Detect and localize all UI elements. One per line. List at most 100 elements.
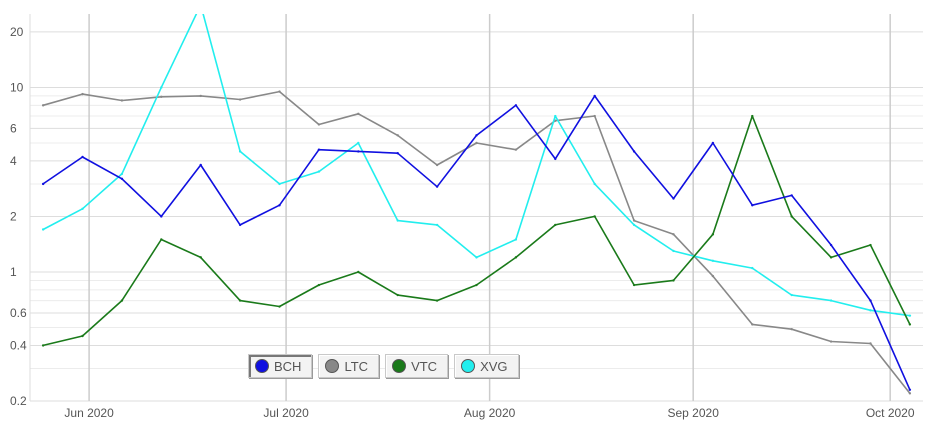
legend-item-bch[interactable]: BCH — [248, 354, 313, 378]
data-point-bch — [790, 194, 793, 197]
data-point-bch — [435, 185, 439, 188]
x-tick-label: Sep 2020 — [667, 406, 719, 420]
horizontal-gridlines — [30, 31, 923, 402]
data-point-vtc — [41, 344, 45, 347]
legend-item-xvg[interactable]: XVG — [454, 354, 519, 378]
data-point-ltc — [829, 340, 833, 343]
data-point-ltc — [593, 114, 596, 118]
data-point-bch — [81, 155, 84, 159]
data-point-bch — [120, 177, 124, 180]
data-point-xvg — [160, 86, 163, 89]
data-point-vtc — [711, 233, 715, 236]
data-point-ltc — [869, 342, 872, 345]
data-point-xvg — [475, 256, 478, 259]
plot-area-background — [30, 14, 923, 401]
xvg-color-swatch-icon — [461, 359, 476, 373]
data-point-ltc — [396, 134, 399, 137]
legend-item-ltc[interactable]: LTC — [318, 354, 380, 378]
data-point-vtc — [593, 215, 596, 218]
data-point-xvg — [357, 141, 360, 145]
data-point-bch — [869, 299, 872, 302]
data-point-bch — [199, 163, 202, 167]
data-point-xvg — [317, 170, 321, 173]
data-point-bch — [238, 223, 242, 227]
data-point-ltc — [238, 98, 242, 101]
data-point-bch — [751, 204, 754, 207]
data-point-vtc — [317, 283, 321, 287]
data-point-vtc — [908, 323, 912, 326]
data-point-ltc — [278, 90, 281, 93]
data-point-vtc — [199, 256, 202, 259]
data-point-vtc — [278, 305, 281, 308]
data-point-ltc — [120, 99, 124, 102]
y-tick-label: 6 — [10, 121, 17, 135]
y-tick-label: 4 — [10, 154, 17, 168]
y-tick-label: 0.4 — [10, 338, 27, 352]
data-point-xvg — [869, 309, 872, 312]
data-point-vtc — [869, 243, 872, 247]
data-point-ltc — [751, 323, 754, 326]
data-point-bch — [672, 197, 675, 200]
data-point-bch — [396, 152, 399, 155]
data-point-ltc — [435, 163, 439, 167]
data-point-vtc — [396, 293, 399, 297]
data-point-vtc — [81, 334, 84, 338]
data-point-vtc — [751, 114, 754, 118]
data-point-vtc — [554, 223, 557, 227]
data-point-xvg — [672, 249, 675, 253]
x-tick-label: Jun 2020 — [64, 406, 114, 420]
legend-item-vtc[interactable]: VTC — [385, 354, 449, 378]
legend-label-ltc: LTC — [344, 358, 369, 374]
data-point-vtc — [160, 238, 163, 241]
data-point-bch — [593, 94, 596, 98]
data-point-ltc — [199, 94, 202, 98]
data-point-vtc — [120, 299, 124, 302]
data-point-ltc — [672, 233, 675, 236]
data-point-bch — [632, 150, 636, 153]
data-point-vtc — [357, 270, 360, 274]
x-tick-label: Aug 2020 — [464, 406, 516, 420]
data-point-xvg — [81, 207, 84, 211]
x-tick-label: Oct 2020 — [866, 406, 915, 420]
data-point-bch — [711, 141, 715, 145]
data-point-ltc — [41, 104, 45, 107]
legend-label-bch: BCH — [274, 358, 302, 374]
x-axis-ticks: Jun 2020 Jul 2020 Aug 2020 Sep 2020 Oct 2020 — [64, 406, 914, 420]
data-point-xvg — [632, 223, 636, 227]
data-point-xvg — [514, 238, 518, 241]
data-point-bch — [160, 215, 163, 218]
data-point-vtc — [790, 215, 793, 218]
series-layer — [41, 4, 912, 395]
data-point-xvg — [238, 150, 242, 153]
vtc-color-swatch-icon — [392, 359, 407, 373]
data-point-xvg — [41, 228, 45, 231]
data-point-xvg — [829, 299, 833, 302]
data-point-vtc — [435, 299, 439, 302]
y-tick-label: 1 — [10, 265, 17, 279]
data-point-xvg — [396, 219, 399, 222]
data-point-bch — [357, 150, 360, 153]
data-point-ltc — [357, 112, 360, 115]
data-point-vtc — [475, 283, 478, 287]
legend-label-vtc: VTC — [411, 358, 438, 374]
ltc-color-swatch-icon — [325, 359, 340, 373]
data-point-xvg — [593, 182, 596, 186]
data-point-bch — [41, 182, 45, 186]
data-point-vtc — [238, 299, 242, 302]
legend: BCH LTC VTC XVG — [248, 354, 519, 378]
data-point-xvg — [790, 293, 793, 297]
x-tick-label: Jul 2020 — [263, 406, 309, 420]
data-point-xvg — [435, 223, 439, 227]
data-point-bch — [514, 104, 518, 107]
legend-label-xvg: XVG — [480, 358, 508, 374]
y-tick-label: 0.2 — [10, 394, 27, 408]
data-point-xvg — [711, 259, 715, 262]
bch-color-swatch-icon — [255, 359, 269, 373]
y-tick-label: 20 — [10, 25, 24, 39]
data-point-bch — [475, 134, 478, 137]
data-point-ltc — [514, 148, 518, 151]
data-point-bch — [278, 204, 281, 207]
data-point-xvg — [200, 4, 202, 6]
